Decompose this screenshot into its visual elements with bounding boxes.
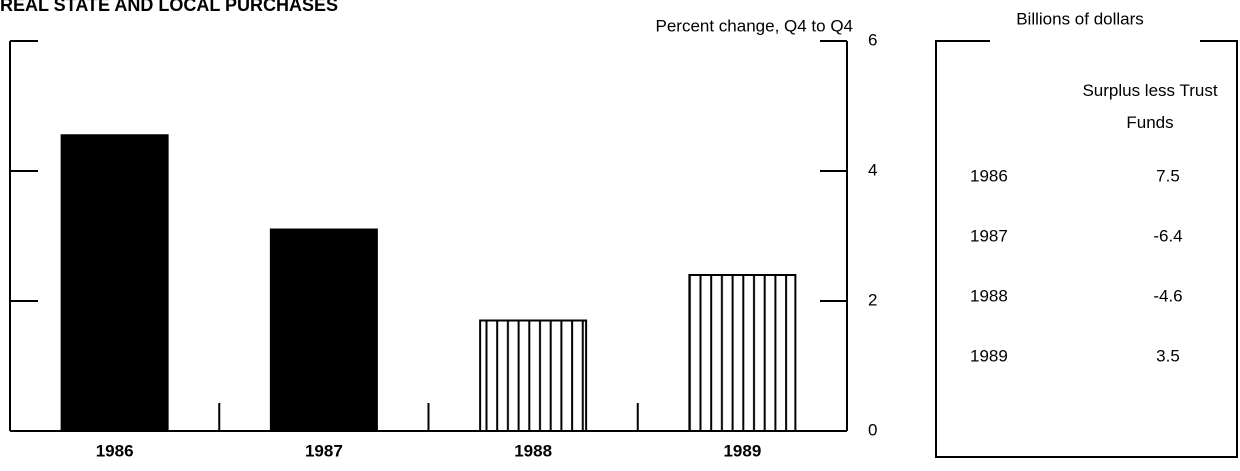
x-tick-label: 1987 (305, 441, 343, 460)
x-tick-label: 1986 (96, 441, 134, 460)
table-unit: Billions of dollars (1016, 9, 1144, 28)
table-frame (935, 40, 1238, 458)
bar (479, 319, 588, 432)
table-value: -6.4 (1153, 226, 1182, 245)
y-tick-label: 2 (868, 290, 877, 309)
y-tick-label: 4 (868, 160, 877, 179)
bar (688, 274, 797, 432)
chart-title: REAL STATE AND LOCAL PURCHASES (0, 0, 338, 15)
bar (269, 228, 378, 432)
table-header-box: Surplus less Trust Funds (1082, 81, 1218, 132)
y-tick-label: 0 (868, 420, 877, 439)
x-tick-label: 1988 (514, 441, 552, 460)
table-year: 1988 (970, 286, 1008, 305)
y-axis-label: Percent change, Q4 to Q4 (655, 16, 853, 35)
table-year: 1987 (970, 226, 1008, 245)
table-header: Surplus less Trust Funds (1082, 81, 1218, 132)
table-year: 1989 (970, 346, 1008, 365)
bar (60, 134, 169, 432)
table-year: 1986 (970, 166, 1008, 185)
table-value: 7.5 (1156, 166, 1180, 185)
y-tick-label: 6 (868, 30, 877, 49)
table-value: -4.6 (1153, 286, 1182, 305)
table-value: 3.5 (1156, 346, 1180, 365)
x-tick-label: 1989 (723, 441, 761, 460)
